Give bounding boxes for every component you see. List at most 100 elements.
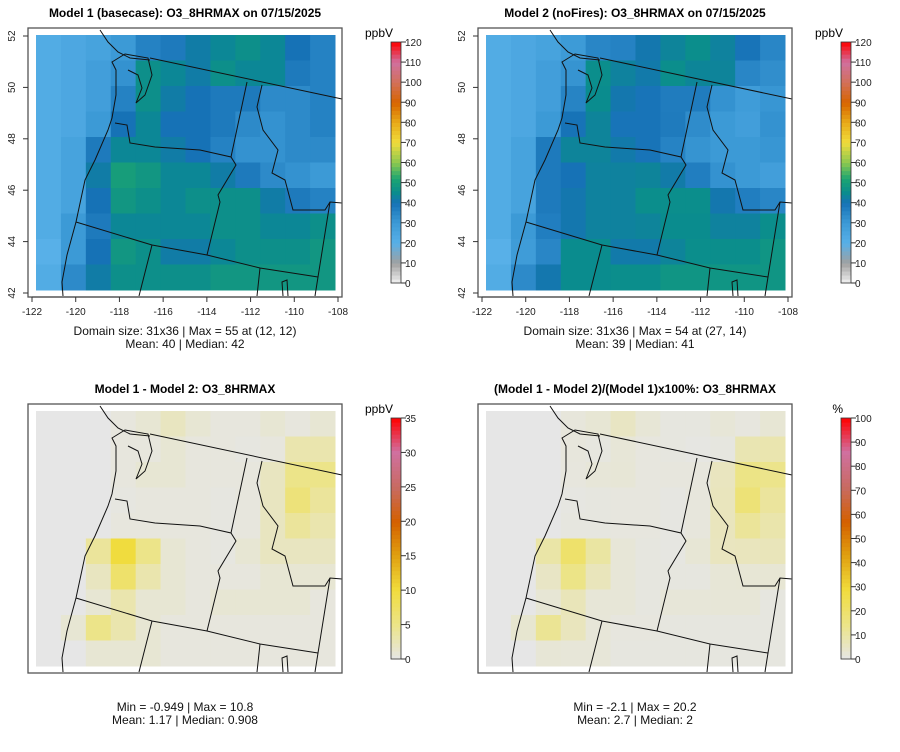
heatmap-cell — [685, 640, 711, 667]
colorbar-units: ppbV — [365, 402, 393, 416]
heatmap-cell — [685, 239, 711, 265]
heatmap-cell — [110, 513, 137, 539]
heatmap-cell — [585, 111, 612, 138]
colorbar-segment — [841, 218, 851, 224]
colorbar-segment — [391, 242, 401, 248]
colorbar-segment — [841, 446, 851, 451]
heatmap-cell — [60, 640, 87, 667]
colorbar-segment — [391, 534, 401, 540]
boundary-line — [706, 84, 793, 211]
x-tick-label: -108 — [328, 307, 348, 318]
y-tick-label: 46 — [7, 184, 18, 196]
heatmap-cell — [760, 513, 786, 539]
heatmap-cell — [610, 564, 636, 590]
colorbar-segment — [391, 142, 401, 148]
colorbar-segment — [391, 230, 401, 236]
colorbar-segment — [841, 474, 851, 479]
heatmap-cell — [135, 213, 162, 240]
heatmap-cell — [610, 213, 636, 240]
heatmap-cell — [310, 137, 336, 163]
heatmap-cell — [285, 538, 311, 565]
heatmap-cell — [235, 513, 261, 539]
heatmap-cell — [760, 487, 786, 514]
boundary-line — [256, 643, 261, 673]
heatmap-cell — [260, 487, 286, 514]
colorbar-segment — [841, 534, 851, 540]
heatmap-cell — [260, 564, 286, 590]
colorbar-segment — [841, 214, 851, 220]
colorbar-segment — [841, 262, 851, 268]
stats-line-1: Domain size: 31x36 | Max = 55 at (12, 12… — [74, 324, 297, 338]
boundary-line — [511, 429, 603, 673]
colorbar-segment — [841, 142, 851, 148]
colorbar-segment — [391, 234, 401, 240]
heatmap-cell — [635, 86, 661, 112]
heatmap-cell — [735, 35, 761, 61]
colorbar-units: ppbV — [815, 26, 843, 40]
y-tick-label: 52 — [7, 30, 18, 42]
heatmap-cell — [85, 60, 112, 87]
heatmap-cell — [760, 162, 786, 189]
heatmap-cell — [260, 213, 286, 240]
x-tick-label: -120 — [66, 307, 86, 318]
colorbar-segment — [841, 506, 851, 511]
heatmap-cell — [710, 188, 736, 214]
colorbar-segment — [391, 202, 401, 208]
heatmap-cell — [760, 239, 786, 265]
colorbar-segment — [391, 82, 401, 87]
colorbar-segment — [391, 266, 401, 272]
colorbar-tick-label: 0 — [855, 279, 861, 290]
heatmap-cell — [735, 264, 761, 291]
boundary-line — [549, 405, 601, 437]
colorbar-segment — [391, 50, 401, 55]
heatmap-cell — [85, 264, 112, 291]
colorbar-segment — [841, 126, 851, 131]
colorbar-segment — [841, 638, 851, 644]
heatmap-cell — [610, 615, 636, 641]
stats-line-2: Mean: 1.17 | Median: 0.908 — [112, 713, 258, 727]
colorbar-segment — [391, 138, 401, 144]
colorbar-segment — [841, 210, 851, 216]
heatmap-cell — [185, 213, 211, 240]
colorbar-segment — [391, 594, 401, 600]
colorbar-segment — [391, 558, 401, 564]
colorbar-segment — [841, 470, 851, 475]
heatmap-cell — [710, 162, 736, 189]
heatmap-cell — [85, 462, 112, 488]
heatmap-cell — [210, 640, 236, 667]
colorbar-segment — [391, 78, 401, 83]
colorbar-segment — [391, 46, 401, 51]
x-tick-label: -116 — [154, 307, 174, 318]
colorbar-segment — [391, 210, 401, 216]
heatmap-cell — [36, 487, 62, 514]
heatmap-cell — [635, 462, 661, 488]
heatmap-cell — [660, 411, 686, 437]
colorbar-tick-label: 90 — [855, 98, 867, 109]
colorbar-segment — [391, 514, 401, 520]
heatmap-cell — [760, 60, 786, 87]
colorbar-segment — [391, 126, 401, 131]
heatmap-cell — [660, 462, 686, 488]
heatmap-cell — [36, 615, 62, 641]
heatmap-cell — [685, 264, 711, 291]
heatmap-cell — [285, 111, 311, 138]
colorbar-segment — [391, 90, 401, 95]
heatmap-cell — [635, 411, 661, 437]
heatmap-cell — [160, 411, 186, 437]
colorbar-tick-label: 40 — [855, 559, 867, 570]
boundary-line — [230, 457, 248, 534]
colorbar-segment — [391, 438, 401, 443]
heatmap-cell — [585, 564, 612, 590]
colorbar-segment — [841, 442, 851, 447]
heatmap-cell — [560, 411, 587, 437]
colorbar-segment — [841, 574, 851, 580]
heatmap-cell — [260, 111, 286, 138]
y-tick-label: 50 — [7, 81, 18, 93]
colorbar-segment — [391, 146, 401, 152]
colorbar-tick-label: 5 — [405, 621, 411, 632]
heatmap-cell — [135, 162, 162, 189]
heatmap-cell — [110, 137, 137, 163]
colorbar-segment — [841, 94, 851, 99]
heatmap-cell — [60, 111, 87, 138]
colorbar-segment — [841, 518, 851, 524]
